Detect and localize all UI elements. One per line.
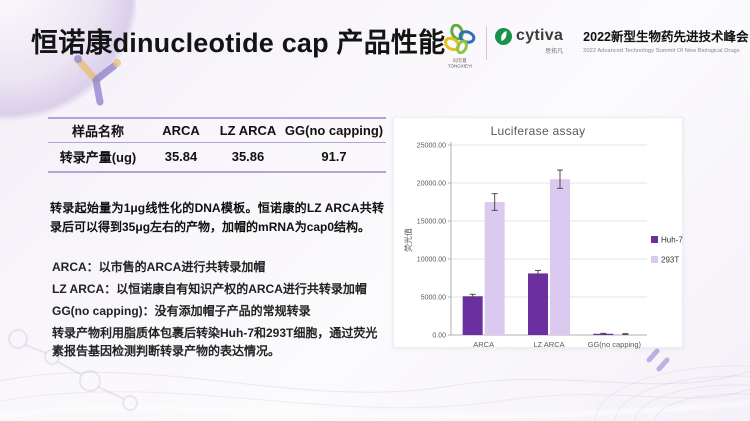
logo-band: 同写意 TONGXIEYI cytiva 思拓凡 2022新型生物药先进技术峰会…: [440, 23, 748, 70]
tongxieyi-label: 同写意 TONGXIEYI: [447, 58, 473, 69]
y-tick-label: 0.00: [432, 333, 446, 340]
y-tick-label: 25000.00: [417, 143, 446, 150]
summit-subtitle: 2022 Advanced Technology Summit Of New B…: [583, 48, 740, 54]
table-header-cell: LZ ARCA: [219, 122, 277, 138]
antibody-icon: [74, 55, 121, 106]
sample-table: 样品名称 ARCA LZ ARCA GG(no capping) 转录产量(ug…: [48, 117, 386, 173]
tongxieyi-logo: 同写意 TONGXIEYI: [440, 23, 480, 70]
chart-card: Luciferase assay 0.00 5000.00 10000.00 1500…: [393, 117, 683, 349]
list-item: 转录产物利用脂质体包裹后转染Huh-7和293T细胞，通过荧光素报告基因检测判断…: [52, 326, 378, 358]
table-header-row: 样品名称 ARCA LZ ARCA GG(no capping): [48, 118, 386, 142]
table-cell: 35.86: [231, 149, 265, 165]
luciferase-bar-chart: 0.00 5000.00 10000.00 15000.00 20000.00 25000…: [403, 142, 683, 349]
bar-293T-LZ ARCA: [550, 179, 570, 335]
y-tick-label: 10000.00: [417, 257, 446, 264]
legend-swatch-293T: [651, 256, 658, 263]
y-axis-label: 荧光值: [403, 228, 413, 252]
highlight-paragraph: 转录起始量为1μg线性化的DNA模板。恒诺康的LZ ARCA共转录后可以得到35…: [50, 201, 384, 234]
bar-Huh-7-ARCA: [462, 296, 483, 335]
legend-label: Huh-7: [661, 236, 683, 245]
y-tick-label: 15000.00: [417, 219, 446, 226]
description-list: ARCA：以市售的ARCA进行共转录加帽 LZ ARCA：以恒诺康自有知识产权的…: [52, 259, 384, 366]
list-item: GG(no capping)：没有添加帽子产品的常规转录: [52, 304, 311, 318]
table-cell: 转录产量(ug): [59, 150, 137, 166]
summit-title: 2022新型生物药先进技术峰会: [583, 30, 749, 44]
cytiva-wordmark: cytiva: [516, 27, 564, 44]
y-tick-label: 20000.00: [417, 181, 446, 188]
bar-Huh-7-LZ ARCA: [528, 273, 548, 335]
x-tick-label: GG(no capping): [588, 340, 642, 349]
summit-logo: 2022新型生物药先进技术峰会 2022 Advanced Technology…: [583, 26, 748, 54]
list-item: ARCA：以市售的ARCA进行共转录加帽: [52, 260, 266, 274]
x-tick-label: LZ ARCA: [533, 340, 564, 349]
table-cell: 91.7: [321, 149, 347, 165]
page-title: 恒诺康dinucleotide cap 产品性能: [31, 28, 446, 58]
table-header-cell: ARCA: [162, 122, 200, 138]
legend-label: 293T: [661, 256, 679, 265]
logo-divider: [486, 26, 487, 60]
flower-logo-icon: [443, 23, 476, 55]
table-header-cell: 样品名称: [71, 123, 124, 139]
bar-293T-ARCA: [484, 202, 505, 335]
list-item: LZ ARCA：以恒诺康自有知识产权的ARCA进行共转录加帽: [52, 282, 367, 296]
x-tick-label: ARCA: [473, 340, 494, 349]
y-tick-label: 5000.00: [421, 295, 446, 302]
chart-title: Luciferase assay: [490, 124, 586, 138]
table-cell: 35.84: [164, 149, 198, 165]
cytiva-logo-icon: [495, 28, 512, 45]
table-row: 转录产量(ug) 35.84 35.86 91.7: [48, 142, 386, 172]
cytiva-cn-label: 思拓凡: [545, 49, 564, 55]
legend-swatch-Huh-7: [651, 236, 658, 243]
table-header-cell: GG(no capping): [284, 122, 384, 138]
capsule-decoration-icon: [646, 348, 670, 372]
cytiva-logo: cytiva 思拓凡: [495, 28, 563, 55]
